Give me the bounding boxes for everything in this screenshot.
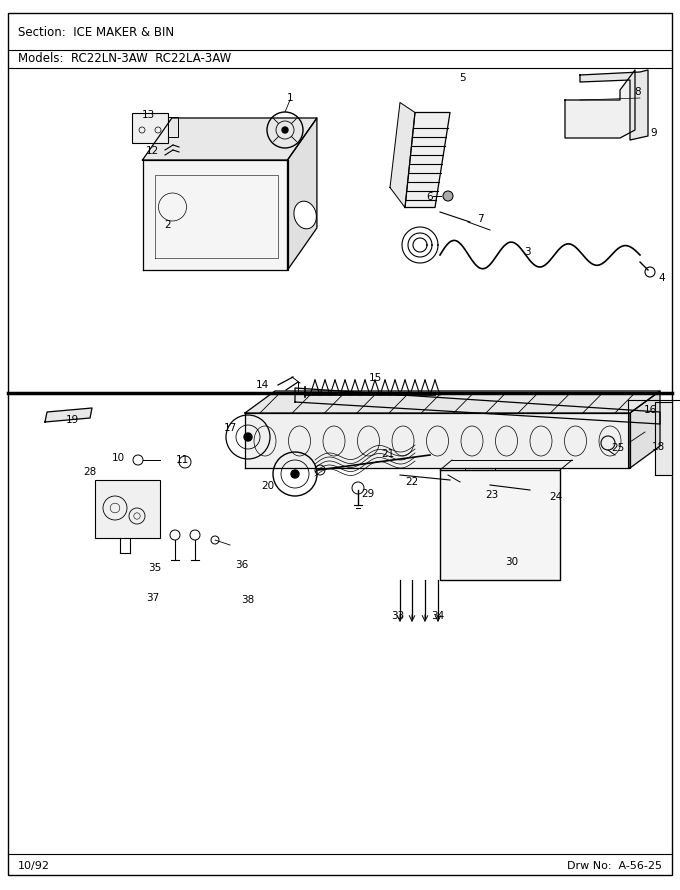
Text: 30: 30 [505, 557, 519, 567]
Text: 10/92: 10/92 [18, 861, 50, 871]
Text: 29: 29 [361, 489, 375, 499]
Text: Section:  ICE MAKER & BIN: Section: ICE MAKER & BIN [18, 27, 174, 39]
Bar [95, 480, 160, 538]
Text: 6: 6 [426, 192, 433, 202]
Text: 22: 22 [405, 477, 419, 487]
Text: 2: 2 [165, 220, 171, 230]
Polygon shape [288, 118, 317, 270]
Text: 12: 12 [146, 146, 158, 156]
Text: 38: 38 [241, 595, 254, 605]
Text: 7: 7 [477, 214, 483, 224]
Polygon shape [295, 388, 660, 424]
Text: 14: 14 [256, 380, 269, 390]
Text: 10: 10 [112, 453, 124, 463]
Bar [525, 481, 550, 497]
Polygon shape [143, 118, 317, 160]
Bar [168, 117, 178, 137]
Text: 21: 21 [381, 449, 394, 459]
Polygon shape [143, 160, 288, 270]
Circle shape [443, 191, 453, 201]
Text: 24: 24 [549, 492, 562, 502]
Text: 15: 15 [369, 373, 381, 383]
Text: 23: 23 [486, 490, 498, 500]
Ellipse shape [294, 201, 316, 229]
Polygon shape [245, 413, 630, 468]
Polygon shape [655, 402, 672, 475]
Polygon shape [630, 391, 660, 468]
Text: 34: 34 [431, 611, 445, 621]
Text: 33: 33 [392, 611, 405, 621]
Text: Models:  RC22LN-3AW  RC22LA-3AW: Models: RC22LN-3AW RC22LA-3AW [18, 53, 231, 66]
Text: 37: 37 [146, 593, 160, 603]
Circle shape [291, 470, 299, 478]
Polygon shape [565, 70, 635, 138]
Text: 35: 35 [148, 563, 162, 573]
Text: 9: 9 [651, 128, 658, 138]
Text: 20: 20 [261, 481, 275, 491]
Bar [465, 468, 495, 490]
Text: 13: 13 [141, 110, 154, 120]
Circle shape [282, 127, 288, 133]
Text: 5: 5 [459, 73, 465, 83]
Text: 36: 36 [235, 560, 249, 570]
Text: 19: 19 [65, 415, 79, 425]
Text: 11: 11 [175, 455, 188, 465]
Bar [132, 113, 168, 143]
Text: 1: 1 [287, 93, 293, 103]
Polygon shape [405, 112, 450, 207]
Polygon shape [245, 391, 660, 413]
Polygon shape [390, 102, 415, 207]
Text: 8: 8 [634, 87, 641, 97]
Polygon shape [45, 408, 92, 422]
Text: Drw No:  A-56-25: Drw No: A-56-25 [567, 861, 662, 871]
Text: 4: 4 [659, 273, 665, 283]
Text: 18: 18 [651, 442, 664, 452]
Text: 17: 17 [223, 423, 237, 433]
Polygon shape [580, 70, 648, 140]
Bar [440, 470, 560, 580]
Text: 25: 25 [611, 443, 625, 453]
Text: 16: 16 [643, 405, 657, 415]
Text: 28: 28 [84, 467, 97, 477]
Text: 3: 3 [524, 247, 530, 257]
Circle shape [244, 433, 252, 441]
